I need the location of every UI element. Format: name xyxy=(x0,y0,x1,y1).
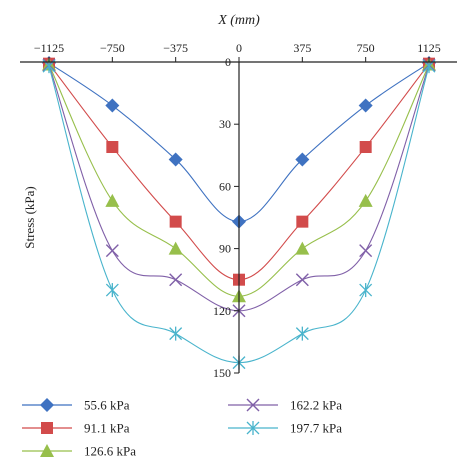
x-tick-label: −1125 xyxy=(34,41,64,55)
x-tick-label: 375 xyxy=(293,41,311,55)
data-point xyxy=(295,326,309,341)
legend-item: 197.7 kPa xyxy=(228,421,342,436)
legend-swatch-marker xyxy=(40,444,54,457)
data-point xyxy=(105,283,119,298)
data-point xyxy=(105,244,119,258)
data-point xyxy=(295,241,310,255)
legend-swatch-marker xyxy=(40,398,54,412)
data-point xyxy=(169,215,182,228)
y-tick-label: 30 xyxy=(219,117,231,131)
legend-swatch-marker xyxy=(246,398,260,412)
x-tick-label: 750 xyxy=(357,41,375,55)
data-point xyxy=(105,98,120,113)
data-point xyxy=(106,141,119,154)
data-point xyxy=(358,193,373,207)
data-point xyxy=(359,283,373,298)
data-point xyxy=(169,326,183,341)
data-point xyxy=(295,273,309,287)
legend: 55.6 kPa 91.1 kPa 126.6 kPa 162.2 kPa 197.7 … xyxy=(22,398,342,459)
legend-item: 126.6 kPa xyxy=(22,444,136,459)
x-tick-label: −375 xyxy=(163,41,188,55)
x-tick-label: 1125 xyxy=(417,41,441,55)
data-point xyxy=(295,152,310,167)
legend-item: 91.1 kPa xyxy=(22,421,130,436)
y-tick-label: 60 xyxy=(219,179,231,193)
data-point xyxy=(359,244,373,258)
marker-stroke xyxy=(105,244,119,258)
legend-label: 126.6 kPa xyxy=(84,444,136,459)
x-tick-label: −750 xyxy=(100,41,125,55)
legend-swatch-marker xyxy=(41,422,53,434)
legend-item: 55.6 kPa xyxy=(22,398,130,413)
marker-stroke xyxy=(359,244,373,258)
x-axis-title: X (mm) xyxy=(217,13,260,28)
y-tick-label: 90 xyxy=(219,242,231,256)
legend-label: 162.2 kPa xyxy=(290,398,342,413)
y-tick-label: 120 xyxy=(213,304,231,318)
y-tick-label: 0 xyxy=(225,55,231,69)
marker-stroke xyxy=(169,273,183,287)
legend-swatch-marker xyxy=(246,421,260,435)
x-tick-label: 0 xyxy=(236,41,242,55)
legend-item: 162.2 kPa xyxy=(228,398,342,413)
legend-label: 197.7 kPa xyxy=(290,421,342,436)
y-axis-title: Stress (kPa) xyxy=(22,186,37,248)
data-point xyxy=(358,98,373,113)
data-point xyxy=(105,193,120,207)
axes: X (mm) Stress (kPa) −1125 −750 −375 0 375 750… xyxy=(20,13,457,380)
y-tick-label: 150 xyxy=(213,366,231,380)
legend-label: 55.6 kPa xyxy=(84,398,130,413)
marker-stroke xyxy=(295,273,309,287)
data-point xyxy=(168,152,183,167)
data-point xyxy=(296,215,309,228)
data-point xyxy=(168,241,183,255)
data-point xyxy=(169,273,183,287)
data-point xyxy=(359,141,372,154)
marker-stroke xyxy=(246,398,260,412)
legend-label: 91.1 kPa xyxy=(84,421,130,436)
